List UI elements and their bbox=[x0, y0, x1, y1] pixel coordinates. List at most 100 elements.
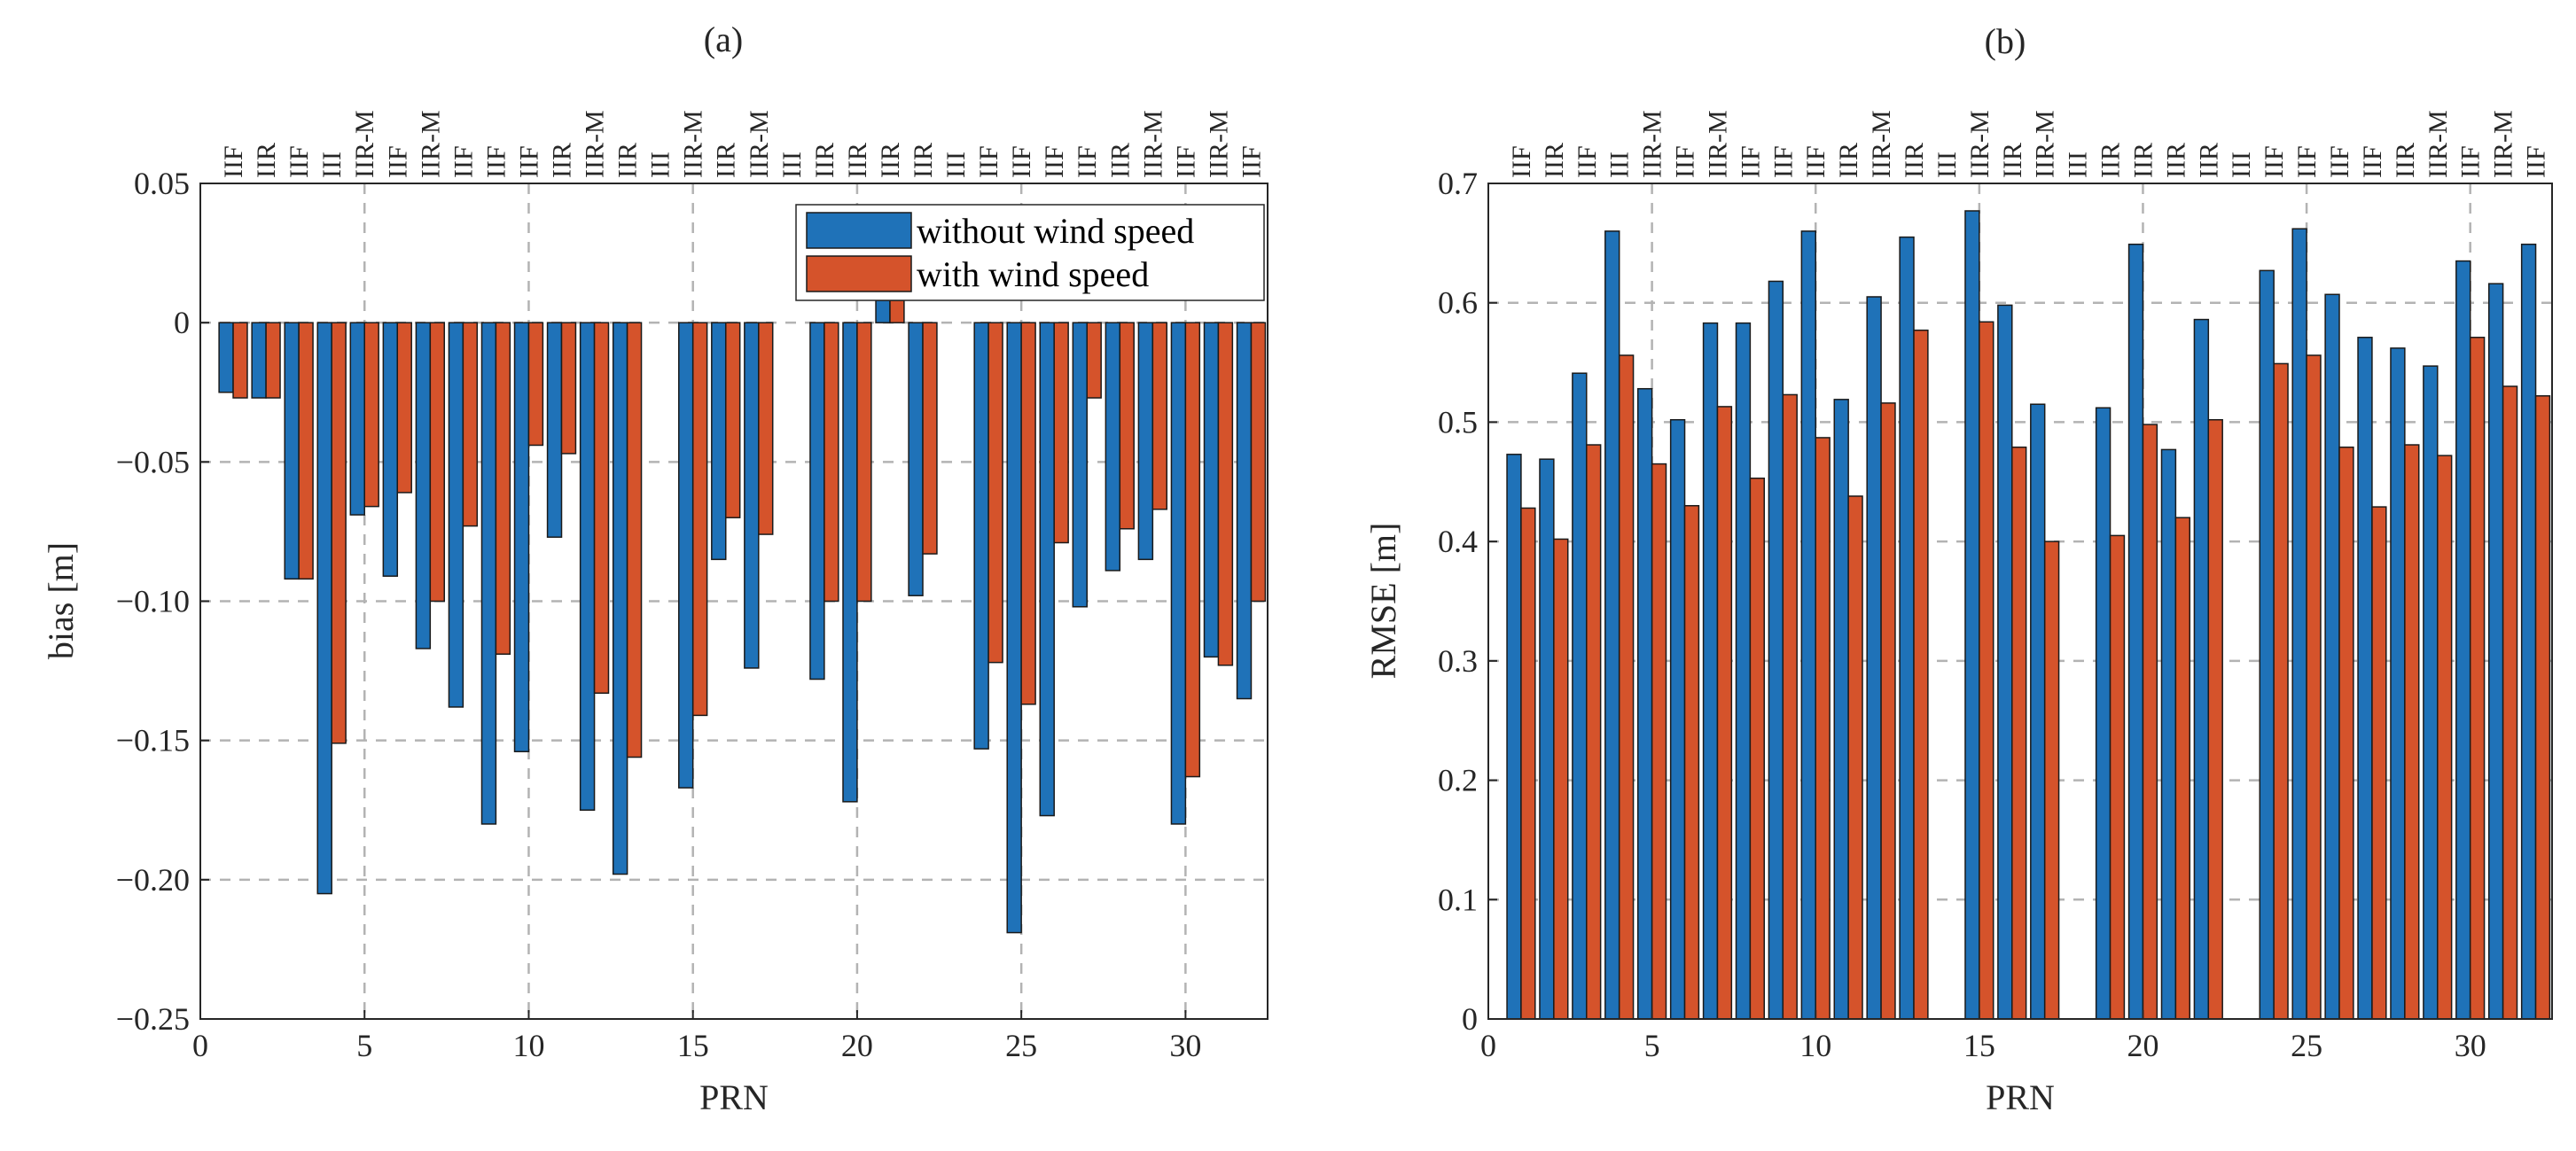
bar-without-wind-prn-2 bbox=[1539, 458, 1555, 1020]
block-label-prn-23: III bbox=[2227, 152, 2256, 178]
bar-without-wind-prn-1 bbox=[218, 322, 234, 393]
bar-with-wind-prn-29 bbox=[1151, 322, 1168, 510]
bar-with-wind-prn-29 bbox=[2437, 455, 2453, 1020]
bar-with-wind-prn-22 bbox=[922, 322, 938, 555]
bar-with-wind-prn-28 bbox=[1119, 322, 1135, 530]
bar-without-wind-prn-22 bbox=[908, 322, 924, 596]
block-label-prn-14: III bbox=[1932, 152, 1962, 178]
block-label-prn-18: III bbox=[777, 152, 807, 178]
bar-without-wind-prn-12 bbox=[1866, 296, 1882, 1020]
bar-without-wind-prn-19 bbox=[809, 322, 825, 680]
x-tick-label: 30 bbox=[1169, 1028, 1201, 1063]
block-label-prn-26: IIF bbox=[2325, 145, 2354, 178]
panel-b-plot-frame bbox=[1487, 183, 2553, 1020]
bar-without-wind-prn-9 bbox=[480, 322, 497, 825]
y-tick-label: 0.6 bbox=[1438, 285, 1478, 321]
bar-with-wind-prn-21 bbox=[2174, 517, 2191, 1020]
bar-with-wind-prn-19 bbox=[2109, 534, 2126, 1020]
bar-without-wind-prn-4 bbox=[316, 322, 332, 895]
block-label-prn-20: IIR bbox=[2128, 143, 2158, 178]
block-label-prn-27: IIF bbox=[1073, 145, 1102, 178]
block-label-prn-13: IIR bbox=[1900, 143, 1929, 178]
bar-with-wind-prn-25 bbox=[1020, 322, 1036, 705]
bar-without-wind-prn-21 bbox=[875, 299, 891, 323]
y-tick-label: −0.20 bbox=[116, 862, 190, 898]
block-label-prn-22: IIR bbox=[909, 143, 938, 178]
y-tick-label: −0.10 bbox=[116, 584, 190, 619]
bar-without-wind-prn-16 bbox=[1997, 304, 2013, 1020]
bar-without-wind-prn-2 bbox=[251, 322, 267, 399]
bar-with-wind-prn-10 bbox=[527, 322, 544, 447]
bar-with-wind-prn-4 bbox=[331, 322, 347, 744]
bar-with-wind-prn-9 bbox=[1782, 393, 1798, 1020]
bar-without-wind-prn-31 bbox=[2487, 283, 2504, 1020]
panel-b-x-axis-label: PRN bbox=[1986, 1077, 2055, 1117]
panel-a-y-ticks: 0.05 0 −0.05 −0.10 −0.15 −0.20 −0.25 bbox=[116, 166, 209, 1037]
block-label-prn-5: IIR-M bbox=[1638, 110, 1667, 178]
bar-without-wind-prn-29 bbox=[2423, 365, 2439, 1020]
bar-without-wind-prn-9 bbox=[1768, 280, 1784, 1020]
bar-with-wind-prn-1 bbox=[232, 322, 248, 399]
bar-without-wind-prn-32 bbox=[2520, 243, 2537, 1020]
bar-with-wind-prn-31 bbox=[1217, 322, 1234, 666]
block-label-prn-2: IIR bbox=[1540, 143, 1569, 178]
bar-without-wind-prn-22 bbox=[2193, 318, 2210, 1020]
block-label-prn-3: IIF bbox=[1573, 145, 1602, 178]
bar-without-wind-prn-6 bbox=[382, 322, 399, 577]
bar-with-wind-prn-9 bbox=[495, 322, 511, 655]
bar-without-wind-prn-11 bbox=[1833, 399, 1849, 1020]
block-label-prn-23: III bbox=[941, 152, 971, 178]
block-label-prn-19: IIR bbox=[810, 143, 839, 178]
y-tick-label: 0.1 bbox=[1438, 882, 1478, 917]
x-tick-label: 25 bbox=[1005, 1028, 1037, 1063]
bar-without-wind-prn-28 bbox=[1105, 322, 1121, 572]
bar-without-wind-prn-32 bbox=[1236, 322, 1253, 700]
bar-without-wind-prn-17 bbox=[2030, 403, 2046, 1020]
block-label-prn-16: IIR bbox=[712, 143, 741, 178]
bar-with-wind-prn-3 bbox=[298, 322, 314, 580]
panel-b-x-ticks: 0 5 10 15 20 25 30 bbox=[1480, 1010, 2486, 1063]
bar-without-wind-prn-21 bbox=[2160, 448, 2177, 1020]
block-label-prn-15: IIR-M bbox=[1965, 110, 1994, 178]
x-tick-label: 15 bbox=[677, 1028, 709, 1063]
x-tick-label: 20 bbox=[841, 1028, 873, 1063]
bar-with-wind-prn-27 bbox=[1086, 322, 1102, 399]
bar-with-wind-prn-32 bbox=[1250, 322, 1267, 603]
block-label-prn-6: IIF bbox=[1671, 145, 1700, 178]
bar-without-wind-prn-12 bbox=[579, 322, 596, 811]
bar-with-wind-prn-22 bbox=[2207, 418, 2223, 1020]
block-label-prn-9: IIF bbox=[1768, 145, 1798, 178]
block-label-prn-17: IIR-M bbox=[2031, 110, 2060, 178]
bar-with-wind-prn-11 bbox=[1847, 495, 1863, 1020]
bar-without-wind-prn-25 bbox=[1006, 322, 1022, 934]
bar-without-wind-prn-31 bbox=[1203, 322, 1220, 658]
block-label-prn-31: IIR-M bbox=[2489, 110, 2518, 178]
block-label-prn-14: III bbox=[646, 152, 675, 178]
bar-with-wind-prn-20 bbox=[2142, 424, 2158, 1020]
bar-with-wind-prn-17 bbox=[2043, 541, 2060, 1020]
block-label-prn-1: IIF bbox=[219, 145, 248, 178]
y-tick-label: 0.4 bbox=[1438, 524, 1478, 559]
panel-b-y-ticks: 0 0.1 0.2 0.3 0.4 0.5 0.6 0.7 bbox=[1438, 166, 1497, 1037]
bar-with-wind-prn-1 bbox=[1520, 507, 1536, 1020]
bar-with-wind-prn-5 bbox=[363, 322, 379, 508]
block-label-prn-20: IIR bbox=[843, 143, 872, 178]
panel-a-bars bbox=[218, 299, 1267, 934]
bar-with-wind-prn-16 bbox=[724, 322, 741, 518]
panel-b-block-labels: IIF IIR IIF III IIR-M IIF IIR-M IIF IIF IIF IIR IIR… bbox=[1507, 110, 2551, 178]
bar-with-wind-prn-28 bbox=[2404, 444, 2420, 1020]
bar-with-wind-prn-2 bbox=[265, 322, 281, 399]
bar-without-wind-prn-30 bbox=[2455, 260, 2471, 1020]
x-tick-label: 0 bbox=[192, 1028, 208, 1063]
legend: without wind speed with wind speed bbox=[795, 204, 1265, 301]
bar-without-wind-prn-27 bbox=[1072, 322, 1088, 608]
bar-with-wind-prn-24 bbox=[987, 322, 1003, 664]
panel-a-y-axis-label: bias [m] bbox=[41, 542, 81, 659]
y-tick-label: 0.7 bbox=[1438, 166, 1478, 201]
block-label-prn-24: IIF bbox=[974, 145, 1003, 178]
bar-with-wind-prn-10 bbox=[1815, 437, 1831, 1020]
bar-with-wind-prn-19 bbox=[824, 322, 839, 603]
bar-without-wind-prn-1 bbox=[1506, 454, 1522, 1020]
bar-with-wind-prn-26 bbox=[2338, 446, 2354, 1020]
bar-with-wind-prn-15 bbox=[691, 322, 708, 717]
